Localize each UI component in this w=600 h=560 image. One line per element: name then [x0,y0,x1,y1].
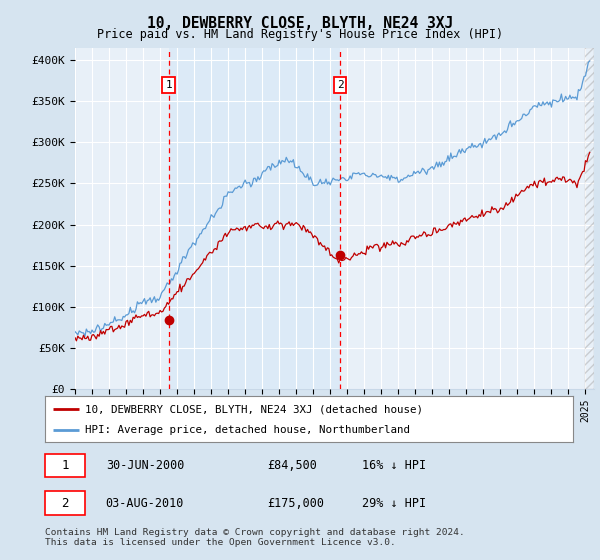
Bar [169,48,340,389]
Text: 16% ↓ HPI: 16% ↓ HPI [362,459,426,472]
Text: 1: 1 [165,80,172,90]
Bar [586,48,594,389]
FancyBboxPatch shape [45,454,85,477]
Text: 1: 1 [61,459,68,472]
Text: 10, DEWBERRY CLOSE, BLYTH, NE24 3XJ: 10, DEWBERRY CLOSE, BLYTH, NE24 3XJ [147,16,453,31]
Text: Price paid vs. HM Land Registry's House Price Index (HPI): Price paid vs. HM Land Registry's House … [97,28,503,41]
Text: 2: 2 [337,80,343,90]
Text: 30-JUN-2000: 30-JUN-2000 [106,459,184,472]
Text: £84,500: £84,500 [267,459,317,472]
FancyBboxPatch shape [45,492,85,515]
Text: £175,000: £175,000 [267,497,324,510]
Text: 10, DEWBERRY CLOSE, BLYTH, NE24 3XJ (detached house): 10, DEWBERRY CLOSE, BLYTH, NE24 3XJ (det… [85,404,422,414]
Text: Contains HM Land Registry data © Crown copyright and database right 2024.
This d: Contains HM Land Registry data © Crown c… [45,528,465,547]
Text: 03-AUG-2010: 03-AUG-2010 [106,497,184,510]
Text: 29% ↓ HPI: 29% ↓ HPI [362,497,426,510]
Text: HPI: Average price, detached house, Northumberland: HPI: Average price, detached house, Nort… [85,426,410,436]
Text: 2: 2 [61,497,68,510]
